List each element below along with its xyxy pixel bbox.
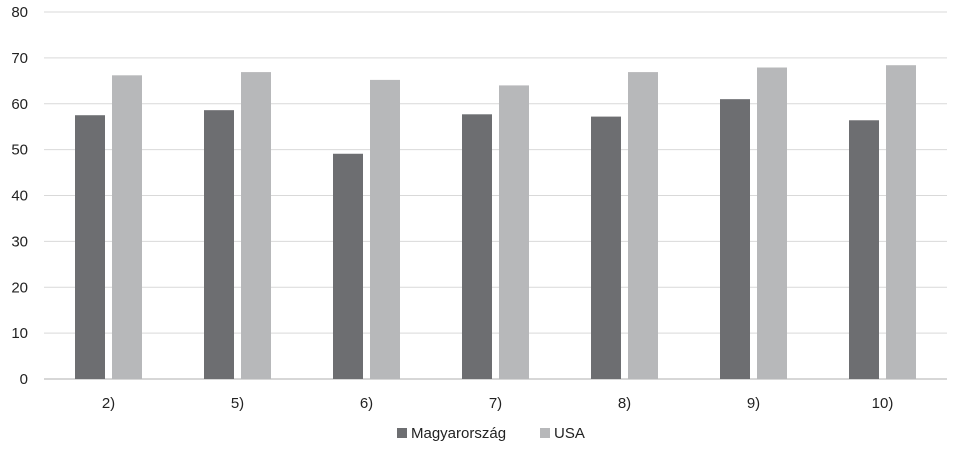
gridlines <box>44 11 947 380</box>
bar-series2 <box>886 65 916 379</box>
x-tick-label: 5) <box>231 395 244 412</box>
x-tick-label: 8) <box>618 395 631 412</box>
legend-label: USA <box>554 425 585 442</box>
bar-series1 <box>462 114 492 380</box>
y-tick-label: 40 <box>11 188 28 205</box>
x-tick-label: 6) <box>360 395 373 412</box>
x-tick-label: 7) <box>489 395 502 412</box>
bar-series2 <box>370 79 400 380</box>
bar-series2 <box>628 72 658 379</box>
bar-series1 <box>849 120 879 379</box>
legend: Magyarország USA <box>397 425 585 442</box>
bar-series2 <box>241 72 271 379</box>
legend-swatch <box>540 428 550 438</box>
x-tick-label: 9) <box>747 395 760 412</box>
bar-series2 <box>757 67 787 379</box>
y-tick-label: 50 <box>11 142 28 159</box>
bar-series1 <box>591 116 621 379</box>
bar-series1 <box>75 115 105 379</box>
y-tick-label: 30 <box>11 233 28 250</box>
x-tick-label: 10) <box>872 395 894 412</box>
bars <box>75 65 916 380</box>
bar-series1 <box>204 110 234 380</box>
legend-label: Magyarország <box>411 425 506 442</box>
bar-series1 <box>333 153 363 379</box>
y-tick-label: 70 <box>11 50 28 67</box>
bar-series2 <box>112 75 142 380</box>
y-tick-label: 0 <box>20 371 28 388</box>
y-tick-label: 10 <box>11 325 28 342</box>
x-tick-label: 2) <box>102 395 115 412</box>
legend-swatch <box>397 428 407 438</box>
y-axis-tick-labels: 0 10 20 30 40 50 60 70 80 <box>11 4 28 388</box>
y-tick-label: 60 <box>11 96 28 113</box>
x-axis-tick-labels: 2) 5) 6) 7) 8) 9) 10) <box>102 395 894 412</box>
y-tick-label: 20 <box>11 279 28 296</box>
bar-series2 <box>499 85 529 380</box>
bar-series1 <box>720 99 750 379</box>
y-tick-label: 80 <box>11 4 28 21</box>
